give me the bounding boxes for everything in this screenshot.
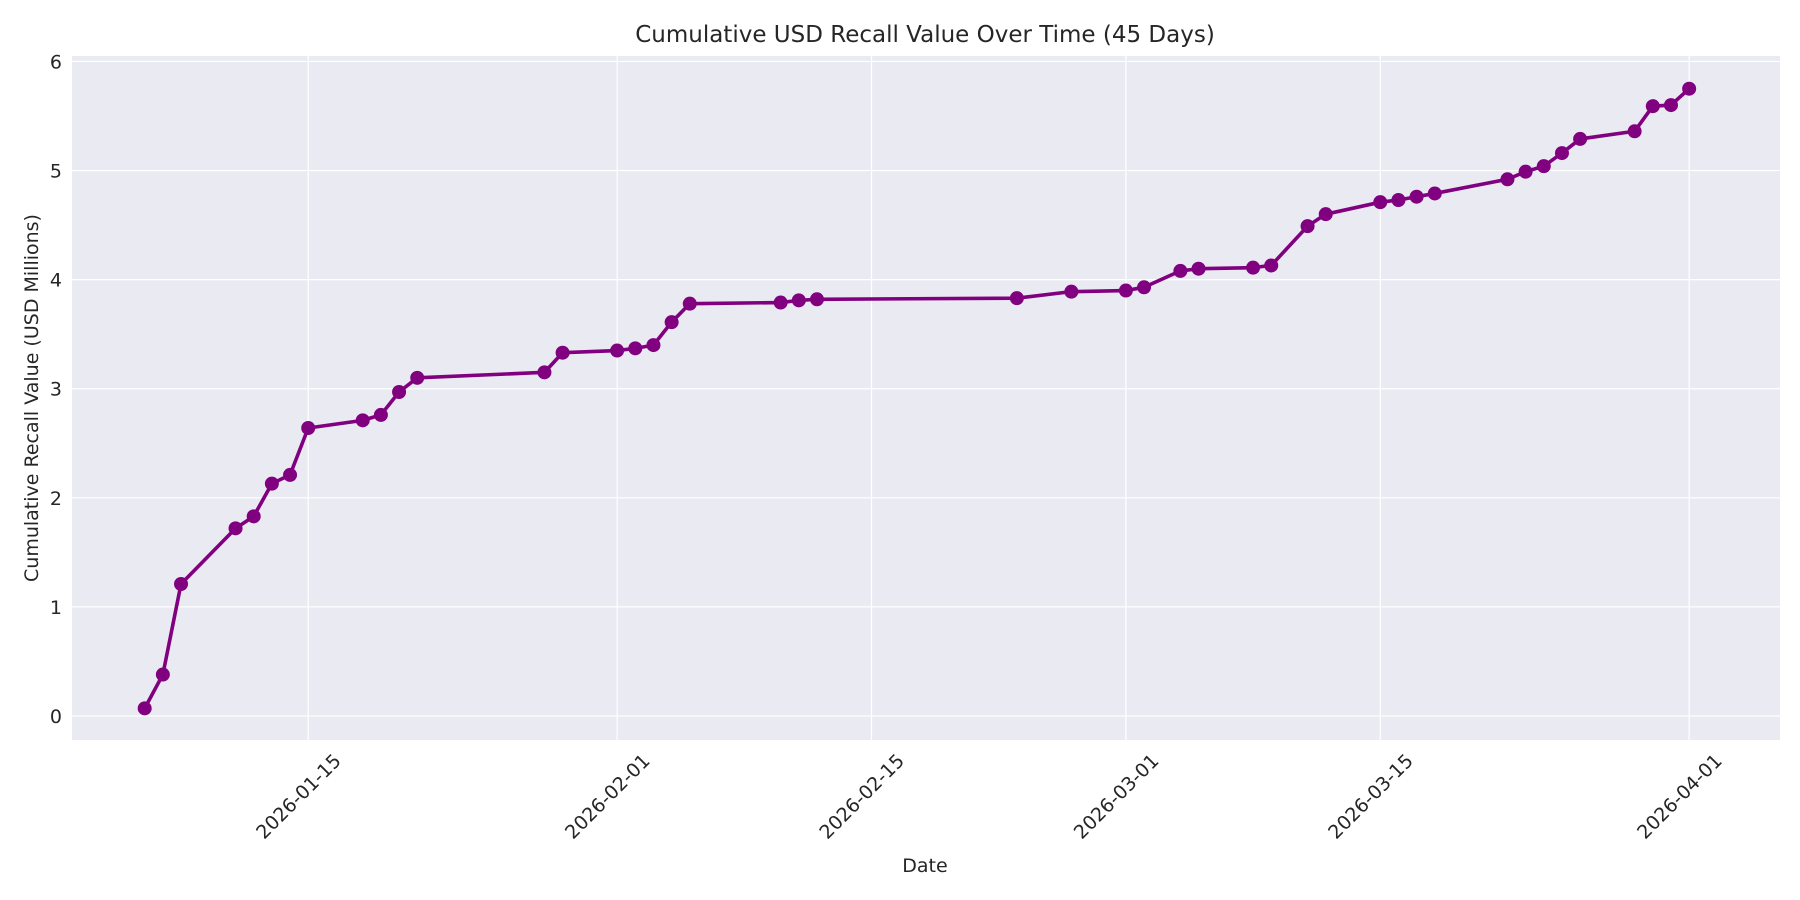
data-point bbox=[1627, 124, 1642, 139]
y-tick-label: 3 bbox=[50, 379, 62, 401]
data-point bbox=[392, 385, 407, 399]
data-point bbox=[1009, 291, 1024, 306]
y-tick-label: 6 bbox=[50, 51, 62, 73]
data-point bbox=[228, 521, 243, 536]
data-point bbox=[1518, 164, 1533, 179]
x-tick-label: 2026-01-15 bbox=[252, 750, 346, 844]
data-point bbox=[537, 365, 552, 380]
x-tick-label: 2026-02-01 bbox=[561, 750, 655, 844]
data-point bbox=[1246, 260, 1261, 275]
data-point bbox=[410, 370, 425, 385]
data-point bbox=[174, 577, 189, 591]
x-axis-ticks: 2026-01-15 2026-02-01 2026-02-15 2026-03-01… bbox=[252, 750, 1727, 844]
y-tick-label: 2 bbox=[50, 488, 62, 510]
data-point bbox=[1554, 146, 1569, 161]
data-point bbox=[664, 315, 679, 330]
data-point bbox=[628, 341, 643, 356]
data-point bbox=[1682, 81, 1697, 96]
y-axis-ticks: 0 1 2 3 4 5 6 bbox=[50, 51, 62, 728]
plot-area bbox=[72, 56, 1780, 740]
data-point bbox=[1064, 284, 1079, 299]
data-point bbox=[1300, 219, 1315, 234]
x-tick-label: 2026-02-15 bbox=[815, 750, 909, 844]
data-point bbox=[1173, 263, 1188, 278]
data-point bbox=[1663, 98, 1678, 113]
data-point bbox=[773, 295, 788, 310]
y-tick-label: 1 bbox=[50, 597, 62, 619]
data-point bbox=[1409, 189, 1424, 204]
data-point bbox=[1373, 195, 1388, 210]
data-point bbox=[373, 407, 388, 422]
data-point bbox=[791, 293, 806, 308]
data-point bbox=[137, 701, 152, 716]
y-tick-label: 0 bbox=[50, 706, 62, 728]
chart-title: Cumulative USD Recall Value Over Time (4… bbox=[635, 22, 1215, 48]
data-point bbox=[1318, 207, 1333, 222]
data-point bbox=[1264, 258, 1279, 273]
data-point bbox=[1536, 159, 1551, 174]
data-point bbox=[246, 509, 261, 524]
data-point bbox=[1137, 280, 1152, 295]
data-point bbox=[301, 421, 316, 435]
data-point bbox=[646, 338, 661, 353]
data-point bbox=[1645, 99, 1660, 114]
data-point bbox=[610, 343, 625, 358]
data-point bbox=[1427, 186, 1442, 201]
data-point bbox=[264, 476, 279, 491]
data-point bbox=[555, 345, 570, 360]
data-point bbox=[809, 292, 824, 307]
x-tick-label: 2026-04-01 bbox=[1633, 750, 1727, 844]
y-tick-label: 5 bbox=[50, 161, 62, 183]
data-point bbox=[682, 296, 697, 311]
x-axis-label: Date bbox=[902, 855, 947, 877]
data-point bbox=[1500, 172, 1515, 187]
y-tick-label: 4 bbox=[50, 270, 62, 292]
data-point bbox=[1391, 193, 1406, 207]
x-tick-label: 2026-03-15 bbox=[1324, 750, 1418, 844]
data-point bbox=[1191, 261, 1206, 276]
y-axis-label: Cumulative Recall Value (USD Millions) bbox=[21, 214, 43, 582]
data-point bbox=[283, 467, 298, 482]
grid-lines bbox=[72, 56, 1780, 740]
series-layer bbox=[137, 81, 1697, 716]
data-point bbox=[355, 413, 370, 428]
x-tick-label: 2026-03-01 bbox=[1070, 750, 1164, 844]
data-point bbox=[1118, 283, 1133, 298]
data-point bbox=[1573, 131, 1588, 146]
data-point bbox=[155, 667, 170, 682]
